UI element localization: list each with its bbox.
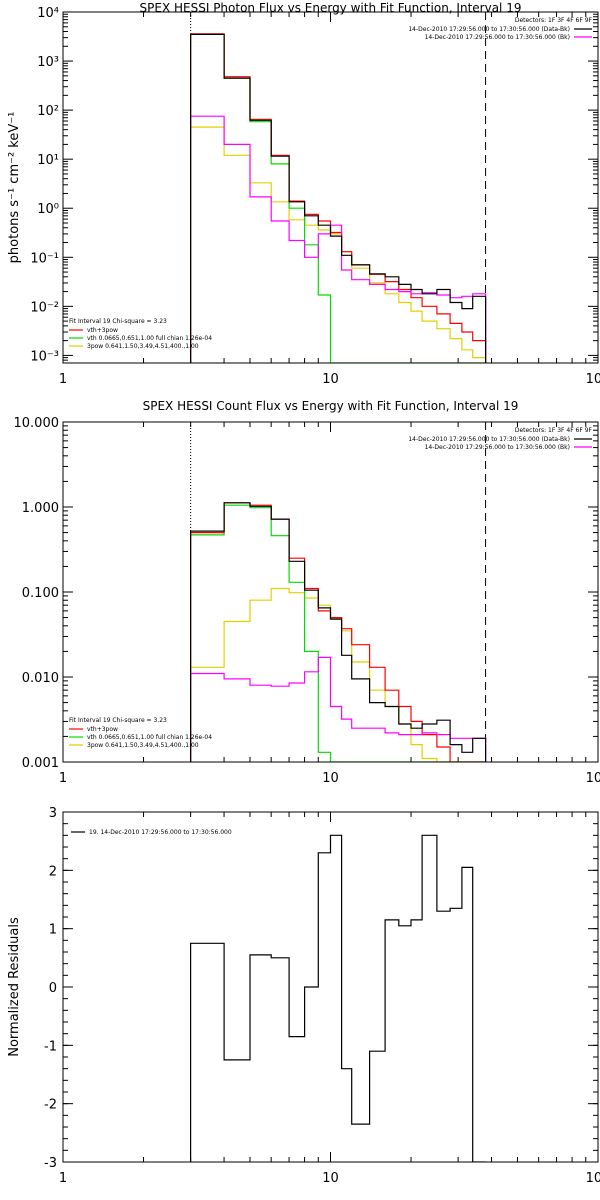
legend-entry-label: 14-Dec-2010 17:29:56.000 to 17:30:56.000… [425,444,570,451]
x-tick-label: 10 [322,1171,339,1186]
y-tick-label: 1.000 [22,501,59,516]
y-tick-label: 10⁰ [37,202,59,217]
legend-entry-label: 14-Dec-2010 17:29:56.000 to 17:30:56.000… [425,34,570,41]
x-tick-label: 100 [586,771,600,786]
y-tick-label: 0.100 [22,586,59,601]
y-tick-label: 10⁻² [30,300,59,315]
x-tick-label: 100 [586,372,600,387]
legend-fit-label: vth+3pow [87,726,118,733]
series-vth-3pow [190,502,486,762]
series-bk [190,656,487,762]
legend-fit-label: 3pow 0.641,1.50,3.49,4.51,400.,1.00 [87,742,199,749]
y-tick-label: 10² [37,104,59,119]
series-vth [190,504,486,762]
y-tick-label: -3 [44,1156,57,1171]
legend-fit-header: Fit Interval 19 Chi-square = 3.23 [69,318,167,325]
y-tick-label: 10⁻³ [30,349,59,364]
legend-detectors: Detectors: 1F 3F 4F 6F 9F [515,17,593,24]
series-19-14-dec-2010-17-29-56-000-to-17-30-56-000 [190,834,486,1162]
x-tick-label: 1 [59,1171,67,1186]
legend-fit-label: 3pow 0.641,1.50,3.49,4.51,400.,1.00 [87,343,199,350]
y-axis-label: Normalized Residuals [7,917,22,1057]
series-3pow [190,126,487,363]
chart-panel-1: SPEX HESSI Photon Flux vs Energy with Fi… [7,1,600,387]
y-tick-label: 10¹ [37,153,59,168]
y-tick-label: -2 [44,1098,57,1113]
y-tick-label: 10⁻¹ [30,251,59,266]
plot-area [190,502,487,762]
legend-detectors: Detectors: 1F 3F 4F 6F 9F [515,427,593,434]
series-3pow [190,587,486,762]
y-axis-label: photons s⁻¹ cm⁻² keV⁻¹ [7,112,22,264]
series-data-bk [190,502,487,762]
y-tick-label: -1 [44,1039,57,1054]
series-data-bk [190,33,487,363]
plot-area [190,33,487,363]
plot-frame [62,811,599,1163]
legend-fit-header: Fit Interval 19 Chi-square = 3.23 [69,717,167,724]
plot-area [190,834,486,1162]
y-tick-label: 10³ [37,55,59,70]
plot-frame [62,11,599,364]
chart-panel-2: SPEX HESSI Count Flux vs Energy with Fit… [14,399,600,786]
series-bk [190,115,487,363]
y-tick-label: 2 [49,864,57,879]
chart-title: SPEX HESSI Count Flux vs Energy with Fit… [143,399,519,413]
y-tick-label: 0.010 [22,671,59,686]
legend-entry-label: 14-Dec-2010 17:29:56.000 to 17:30:56.000… [408,26,570,33]
x-tick-label: 100 [586,1171,600,1186]
x-tick-label: 1 [59,372,67,387]
y-tick-label: 3 [49,806,57,821]
y-tick-label: 0.001 [22,756,59,771]
series-vth-3pow [190,33,487,363]
y-tick-label: 10⁴ [37,6,59,21]
legend-fit-label: vth+3pow [87,327,118,334]
y-tick-label: 1 [49,923,57,938]
legend-fit-label: vth 0.0665,0.651,1.00 full chian 1.26e-0… [87,335,212,342]
x-tick-label: 1 [59,771,67,786]
legend-entry-label: 14-Dec-2010 17:29:56.000 to 17:30:56.000… [408,436,570,443]
x-tick-label: 10 [322,771,339,786]
plot-frame [62,421,599,763]
legend-label: 19. 14-Dec-2010 17:29:56.000 to 17:30:56… [89,829,232,836]
y-tick-label: 10.000 [14,416,60,431]
x-tick-label: 10 [322,372,339,387]
chart-panel-3: Normalized Residuals 1 10 100 -3 -2 -1 0 1 2 3 19. … [7,806,600,1186]
legend-fit-label: vth 0.0665,0.651,1.00 full chian 1.26e-0… [87,734,212,741]
y-tick-label: 0 [49,981,57,996]
